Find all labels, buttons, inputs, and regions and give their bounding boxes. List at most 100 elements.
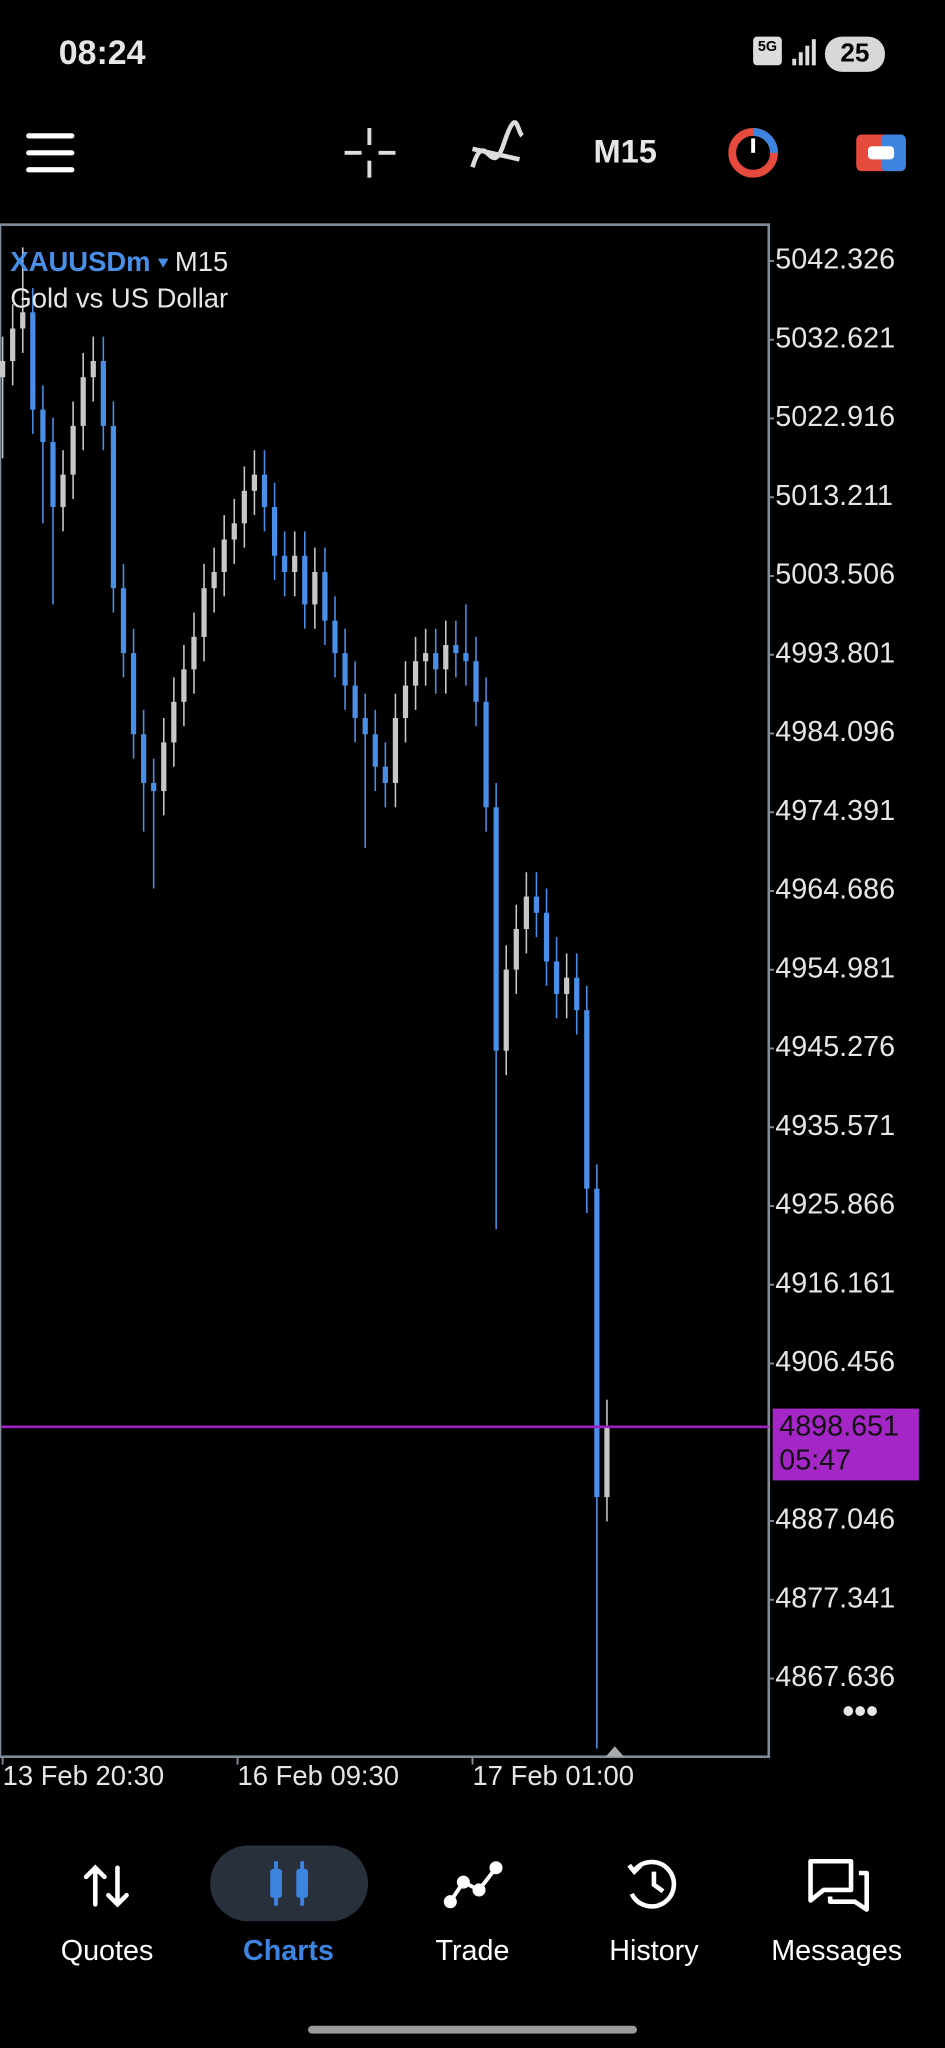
candle-body xyxy=(372,734,378,767)
timeframe-button[interactable]: M15 xyxy=(593,133,656,170)
candle-body xyxy=(523,896,529,930)
candle-body xyxy=(483,701,489,808)
candle-body xyxy=(100,360,106,426)
chart-timeframe: M15 xyxy=(175,246,228,277)
candle-body xyxy=(584,1010,590,1189)
candles xyxy=(0,247,769,1749)
signal-icon xyxy=(792,39,816,66)
history-icon[interactable] xyxy=(627,1859,677,1909)
clock-button[interactable] xyxy=(728,127,778,178)
home-indicator xyxy=(308,2025,637,2034)
y-tick-label: 4974.391 xyxy=(775,795,895,827)
candle-body xyxy=(402,685,409,719)
nav-label[interactable]: History xyxy=(609,1935,699,1967)
battery-level: 25 xyxy=(840,38,869,68)
candle-body xyxy=(543,912,550,962)
y-tick-label: 4964.686 xyxy=(775,874,895,906)
candle-body xyxy=(171,701,177,743)
candle-body xyxy=(80,377,86,426)
candle-body xyxy=(60,474,66,508)
time-axis: 13 Feb 20:30 16 Feb 09:30 17 Feb 01:00 xyxy=(1,1756,634,1791)
candle-body xyxy=(0,360,6,378)
symbol-dropdown[interactable] xyxy=(157,258,169,268)
trade-icon[interactable] xyxy=(443,1861,503,1909)
candle-body xyxy=(40,409,46,443)
candle-body xyxy=(604,1426,610,1498)
candle-body xyxy=(120,588,127,654)
chart-frame xyxy=(0,223,771,1759)
current-price-box xyxy=(772,1408,919,1481)
y-tick-label: 5022.916 xyxy=(775,401,895,433)
candle-body xyxy=(453,645,459,654)
candle-body xyxy=(362,718,368,735)
candle-body xyxy=(241,490,247,524)
candle-body xyxy=(251,474,258,491)
candle-body xyxy=(392,718,399,783)
shift-marker xyxy=(605,1746,624,1757)
candle-body xyxy=(594,1188,600,1498)
candle-body xyxy=(322,571,328,621)
nav-label[interactable]: Trade xyxy=(436,1935,510,1967)
candle-body xyxy=(503,969,509,1051)
y-tick-label: 4877.341 xyxy=(775,1582,895,1614)
candle-body xyxy=(513,929,519,970)
candle-body xyxy=(352,685,358,719)
trade-button[interactable] xyxy=(856,134,906,172)
candle-body xyxy=(10,328,16,361)
symbol[interactable]: XAUUSDm xyxy=(10,246,150,277)
y-tick-label: 5042.326 xyxy=(775,244,895,276)
indicators-button[interactable] xyxy=(470,120,524,168)
candle-body xyxy=(161,742,167,792)
messages-icon[interactable] xyxy=(808,1858,869,1912)
candle-body xyxy=(302,555,308,605)
candle-body xyxy=(70,425,76,475)
candle-body xyxy=(231,523,237,540)
quotes-icon[interactable] xyxy=(83,1864,129,1908)
y-tick-label: 5032.621 xyxy=(775,322,895,354)
clock: 08:24 xyxy=(59,34,146,72)
candle-body xyxy=(151,782,157,792)
candle-body xyxy=(282,555,288,572)
candle-body xyxy=(312,571,318,605)
candle-body xyxy=(564,977,570,994)
nav-label[interactable]: Messages xyxy=(771,1935,902,1967)
candle-body xyxy=(433,653,439,670)
x-tick-label: 16 Feb 09:30 xyxy=(238,1760,399,1791)
candle-body xyxy=(463,653,469,662)
y-tick-label: 4916.161 xyxy=(775,1267,895,1299)
y-tick-label: 4867.636 xyxy=(775,1661,895,1693)
nav-label[interactable]: Charts xyxy=(243,1935,334,1967)
y-tick-label: 4945.276 xyxy=(775,1031,895,1063)
bar-countdown: 05:47 xyxy=(779,1445,851,1477)
candle-body xyxy=(533,896,540,913)
x-tick-label: 13 Feb 20:30 xyxy=(3,1760,164,1791)
candle-body xyxy=(261,474,268,508)
candle-body xyxy=(342,653,348,686)
menu-button[interactable] xyxy=(26,133,75,173)
y-tick-label: 5013.211 xyxy=(775,480,893,512)
more-button[interactable]: ••• xyxy=(842,1693,878,1731)
candle-body xyxy=(110,425,117,589)
candle-body xyxy=(423,653,429,662)
candle-body xyxy=(181,669,187,702)
y-tick-label: 4993.801 xyxy=(775,637,895,669)
candle-body xyxy=(191,636,197,670)
y-tick-label: 5003.506 xyxy=(775,559,895,591)
candle-body xyxy=(130,653,137,735)
charts-icon[interactable] xyxy=(270,1861,309,1906)
active-tab-bg xyxy=(210,1845,369,1922)
y-tick-label: 4954.981 xyxy=(775,952,895,984)
network-type: 5G xyxy=(758,39,777,55)
y-tick-label: 4935.571 xyxy=(775,1110,895,1142)
nav-label[interactable]: Quotes xyxy=(61,1935,154,1967)
y-tick-label: 4984.096 xyxy=(775,716,895,748)
battery xyxy=(824,36,885,72)
symbol-description: Gold vs US Dollar xyxy=(10,283,228,314)
crosshair-button[interactable] xyxy=(344,127,396,178)
y-tick-label: 4887.046 xyxy=(775,1504,895,1536)
candle-body xyxy=(292,555,298,572)
candle-body xyxy=(473,661,479,702)
